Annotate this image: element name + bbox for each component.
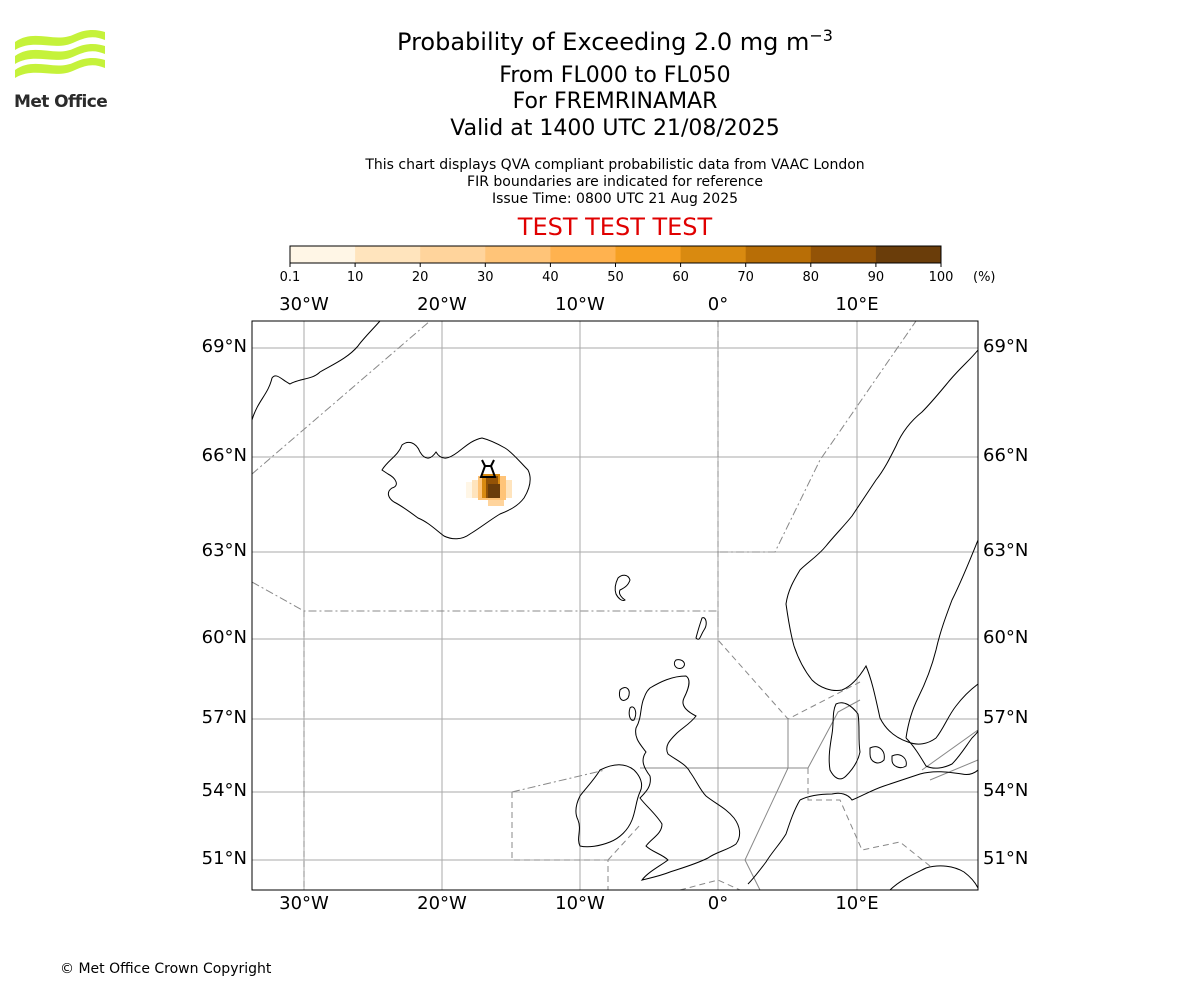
lat-label-left: 66°N [201,445,247,466]
colorbar-segment [355,246,421,263]
colorbar-tick-label: 50 [607,270,624,285]
location-name: For FREMRINAMAR [512,89,718,114]
lon-label-bottom: 10°E [835,893,879,914]
lat-label-left: 54°N [201,780,247,801]
valid-time: Valid at 1400 UTC 21/08/2025 [450,116,780,141]
lat-label-right: 69°N [983,336,1029,357]
level-range: From FL000 to FL050 [499,63,731,88]
colorbar-tick-label: 20 [411,270,429,285]
lat-label-right: 60°N [983,627,1029,648]
lon-label-top: 20°W [417,294,467,315]
test-banner: TEST TEST TEST [517,213,713,241]
colorbar-segment [290,246,356,263]
lat-label-left: 69°N [201,336,247,357]
colorbar-segment [550,246,616,263]
fir-boundaries [252,321,978,890]
colorbar-tick-label: 30 [477,270,494,285]
coastlines [252,321,978,890]
colorbar-tick-label: 0.1 [279,270,301,285]
chart-title: Probability of Exceeding 2.0 mg m−3 [397,26,833,56]
colorbar-segment [875,246,942,263]
volcano-icon [479,459,497,478]
lon-label-top: 30°W [279,294,329,315]
colorbar [289,245,942,267]
colorbar-tick-label: 70 [737,270,754,285]
colorbar-segment [485,246,551,263]
colorbar-tick-label: 60 [672,270,689,285]
lat-label-right: 54°N [983,780,1029,801]
lat-label-left: 60°N [201,627,247,648]
lat-label-left: 57°N [201,707,247,728]
lat-label-right: 66°N [983,445,1029,466]
met-office-logo-icon [15,30,105,78]
lon-gridlines [303,321,858,890]
colorbar-segment [745,246,812,263]
subheader-line2: FIR boundaries are indicated for referen… [467,174,763,190]
colorbar-segment [680,246,747,263]
colorbar-tick-label: 90 [867,270,885,285]
map-frame [251,320,979,891]
lon-label-bottom: 30°W [279,893,329,914]
lon-label-bottom: 20°W [417,893,467,914]
colorbar-segment [615,246,682,263]
copyright-notice: © Met Office Crown Copyright [60,961,272,977]
issue-time: Issue Time: 0800 UTC 21 Aug 2025 [491,191,739,207]
lat-label-right: 51°N [983,848,1029,869]
colorbar-tick-label: 100 [928,270,954,285]
title-superscript: −3 [809,26,833,45]
lon-label-bottom: 0° [707,893,729,914]
colorbar-tick-label: 40 [542,270,559,285]
subheader-line1: This chart displays QVA compliant probab… [365,157,865,173]
lat-label-left: 63°N [201,540,247,561]
lat-label-left: 51°N [201,848,247,869]
lon-label-top: 0° [707,294,729,315]
lon-label-top: 10°W [555,294,605,315]
colorbar-segment [420,246,486,263]
lon-label-bottom: 10°W [555,893,605,914]
lat-gridlines [252,347,978,861]
colorbar-tick-label: 80 [802,270,820,285]
lat-label-right: 63°N [983,540,1029,561]
colorbar-unit: (%) [973,270,996,285]
colorbar-segment [810,246,877,263]
lon-label-top: 10°E [835,294,879,315]
probability-field [466,474,512,506]
colorbar-tick-label: 10 [346,270,364,285]
logo-text: Met Office [14,92,108,112]
lat-label-right: 57°N [983,707,1029,728]
